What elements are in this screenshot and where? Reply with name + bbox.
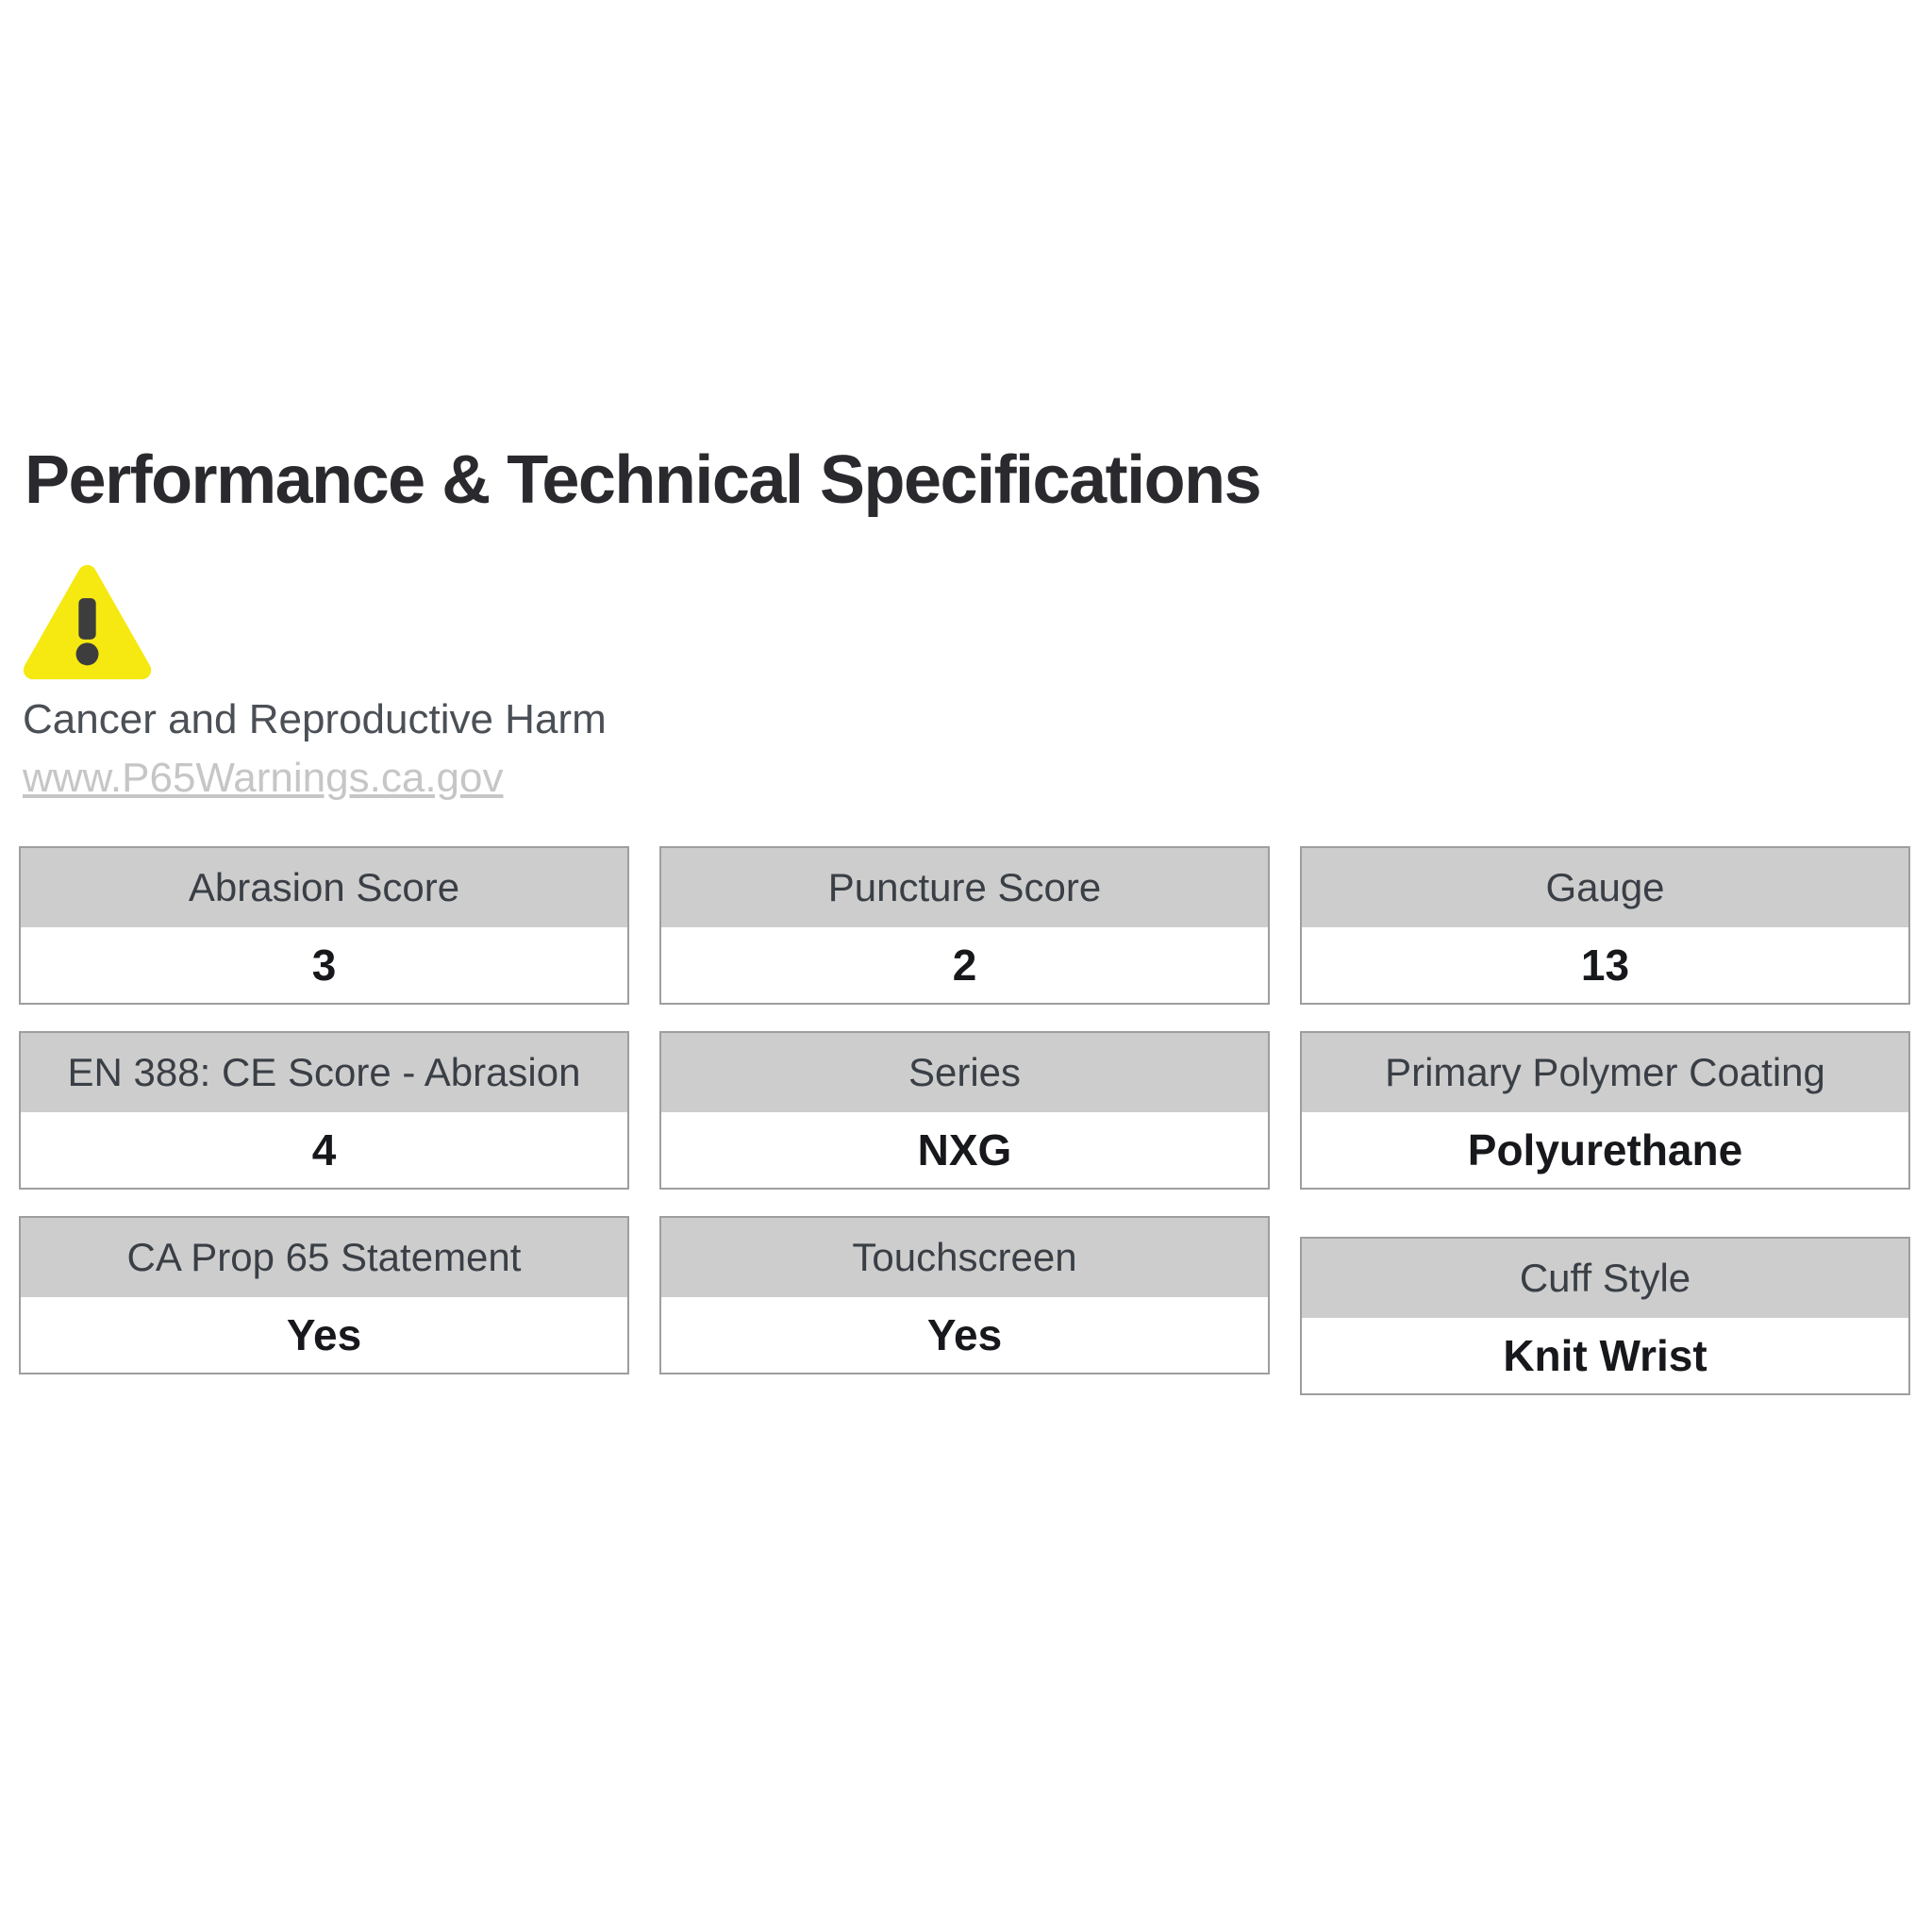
spec-card-series: Series NXG bbox=[659, 1031, 1270, 1190]
spec-label: Touchscreen bbox=[661, 1218, 1268, 1297]
spec-card-gauge: Gauge 13 bbox=[1300, 846, 1910, 1005]
spec-value: NXG bbox=[917, 1125, 1012, 1174]
spec-label: Abrasion Score bbox=[21, 848, 627, 927]
spec-card-primary-polymer-coating: Primary Polymer Coating Polyurethane bbox=[1300, 1031, 1910, 1190]
spec-label: Puncture Score bbox=[661, 848, 1268, 927]
spec-card-cuff-style: Cuff Style Knit Wrist bbox=[1300, 1237, 1910, 1395]
spec-value: Knit Wrist bbox=[1503, 1331, 1707, 1380]
spec-value: Yes bbox=[286, 1310, 362, 1359]
spec-grid: Abrasion Score 3 Puncture Score 2 Gauge … bbox=[19, 846, 1910, 1395]
spec-label: Primary Polymer Coating bbox=[1302, 1033, 1908, 1112]
warning-link[interactable]: www.P65Warnings.ca.gov bbox=[23, 755, 504, 801]
spec-card-puncture-score: Puncture Score 2 bbox=[659, 846, 1270, 1005]
spec-value: 13 bbox=[1580, 941, 1630, 990]
spec-value: Polyurethane bbox=[1467, 1125, 1743, 1174]
spec-card-touchscreen: Touchscreen Yes bbox=[659, 1216, 1270, 1374]
spec-value: 2 bbox=[952, 941, 977, 990]
warning-text: Cancer and Reproductive Harm bbox=[23, 696, 607, 742]
spec-card-en388-abrasion: EN 388: CE Score - Abrasion 4 bbox=[19, 1031, 629, 1190]
spec-value: 4 bbox=[311, 1125, 337, 1174]
spec-label: Cuff Style bbox=[1302, 1239, 1908, 1318]
warning-triangle-icon bbox=[21, 562, 154, 687]
spec-label: Series bbox=[661, 1033, 1268, 1112]
spec-label: Gauge bbox=[1302, 848, 1908, 927]
spec-value: Yes bbox=[926, 1310, 1003, 1359]
spec-label: EN 388: CE Score - Abrasion bbox=[21, 1033, 627, 1112]
spec-card-ca-prop-65-statement: CA Prop 65 Statement Yes bbox=[19, 1216, 629, 1374]
spec-value: 3 bbox=[311, 941, 337, 990]
page-title: Performance & Technical Specifications bbox=[25, 442, 1262, 518]
warning-exclamation-bar bbox=[78, 598, 96, 640]
spec-label: CA Prop 65 Statement bbox=[21, 1218, 627, 1297]
spec-card-abrasion-score: Abrasion Score 3 bbox=[19, 846, 629, 1005]
warning-exclamation-dot bbox=[75, 642, 99, 666]
